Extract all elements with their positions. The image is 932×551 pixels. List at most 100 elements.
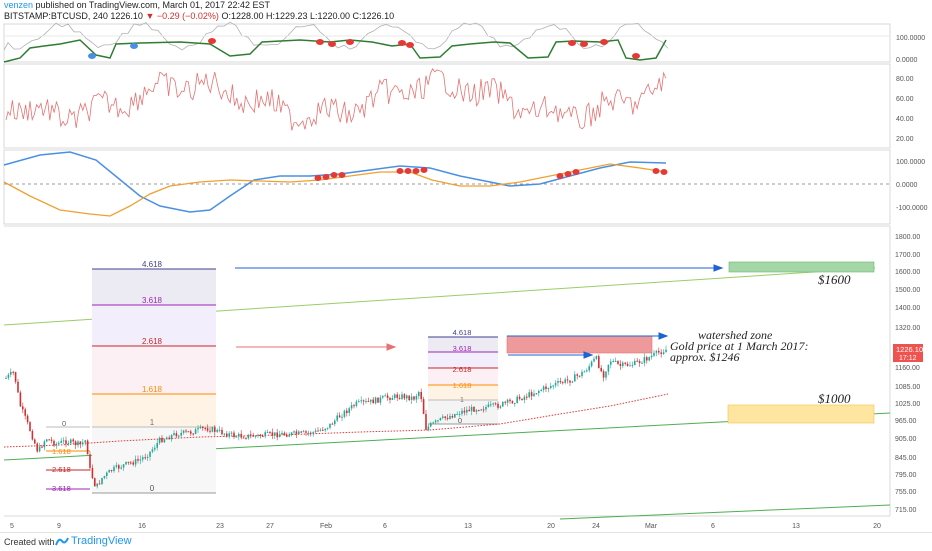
price-change: −0.29 (−0.02%)	[156, 11, 219, 21]
candle-body	[223, 433, 226, 435]
candle-body	[233, 432, 235, 437]
candle-body	[658, 350, 660, 353]
candle-body	[497, 403, 499, 408]
candle-body	[353, 405, 355, 407]
fib-extension-mid[interactable]: 4.618 3.618 2.618 1.618 1 0	[428, 328, 498, 425]
candle-body	[593, 358, 595, 362]
projection-arrows	[235, 264, 724, 359]
candle-body	[10, 371, 12, 375]
candle-body	[516, 396, 518, 404]
candle-body	[425, 413, 427, 430]
author-link[interactable]: venzen	[4, 0, 34, 10]
target-zone-1000[interactable]	[727, 404, 875, 424]
candle-body	[206, 428, 209, 431]
footer-bar: Created with TradingView	[0, 532, 932, 551]
candle-body	[187, 431, 190, 433]
candle-body	[456, 413, 458, 415]
published-text: published on TradingView.com, March 01, …	[35, 0, 271, 10]
tradingview-brand-link[interactable]: TradingView	[71, 535, 132, 547]
price-tick-label: 1160.00	[895, 365, 920, 372]
candle-body	[634, 360, 636, 365]
price-tick-label: 1400.00	[895, 305, 920, 312]
price-tick-label: 1025.00	[895, 401, 920, 408]
candle-body	[521, 398, 523, 401]
candle-body	[262, 436, 264, 438]
candle-body	[492, 403, 494, 405]
osc3-blue-line	[3, 151, 667, 213]
candle-body	[374, 397, 377, 404]
candle-body	[564, 379, 566, 383]
osc1-dot	[600, 39, 608, 45]
candle-body	[499, 406, 502, 408]
osc1-dot	[208, 38, 216, 44]
fib-extension-small[interactable]: 0 1.618 2.618 3.618	[46, 419, 90, 493]
label-1000: $1000	[818, 391, 851, 406]
candle-body	[67, 443, 70, 445]
price-tick-label: 1085.00	[895, 384, 920, 391]
candle-body	[134, 459, 137, 465]
price-axis[interactable]: 1800.00 1700.00 1600.00 1500.00 1400.00 1320.…	[895, 234, 920, 514]
candle-body	[190, 431, 192, 434]
candle-body	[230, 432, 233, 434]
candle-body	[305, 431, 307, 433]
candle-body	[641, 362, 643, 364]
candle-body	[271, 432, 274, 436]
osc1-dot	[398, 40, 406, 46]
candle-body	[439, 417, 442, 421]
candle-body	[358, 401, 360, 403]
candle-body	[218, 429, 221, 431]
candle-body	[394, 394, 396, 398]
osc3-dot	[396, 168, 404, 174]
osc3-tick-label: -100.0000	[896, 205, 928, 212]
candle-body	[588, 366, 590, 371]
candle-body	[401, 394, 403, 399]
candle-body	[240, 433, 242, 438]
candle-body	[607, 364, 610, 372]
candle-body	[386, 395, 389, 398]
watershed-zone[interactable]	[506, 335, 653, 354]
candle-body	[46, 439, 48, 442]
time-tick-label: 24	[592, 523, 600, 530]
candle-body	[506, 399, 509, 403]
candle-body	[403, 394, 406, 399]
osc2-line	[5, 68, 667, 131]
candle-body	[259, 434, 262, 437]
fib-small-level-1618: 1.618	[52, 447, 71, 456]
candle-body	[84, 440, 86, 443]
candle-body	[202, 426, 204, 428]
price-tick-label: 1800.00	[895, 234, 920, 241]
fib-mid-level-0: 0	[458, 416, 462, 425]
target-zone-1600[interactable]	[728, 261, 875, 273]
candle-body	[199, 426, 202, 429]
candle-body	[14, 372, 17, 382]
candle-body	[269, 432, 271, 434]
candle-body	[163, 439, 166, 443]
candle-body	[384, 395, 386, 397]
candle-body	[89, 454, 91, 468]
candle-body	[48, 439, 50, 441]
candle-body	[74, 441, 77, 446]
osc3-dot	[564, 171, 572, 177]
time-axis[interactable]: 5 9 16 23 27 Feb 6 13 20 24 Mar 6 13 20	[10, 523, 881, 530]
watershed-title: watershed zone	[698, 328, 773, 342]
candle-body	[144, 457, 146, 459]
candle-body	[103, 476, 106, 478]
candle-body	[298, 431, 300, 435]
osc3-dot	[572, 169, 580, 175]
candle-body	[338, 415, 341, 418]
time-tick-label: 6	[711, 523, 715, 530]
candle-body	[130, 462, 132, 464]
candle-body	[631, 364, 634, 366]
candle-body	[569, 380, 571, 383]
candle-body	[22, 406, 24, 410]
candle-body	[458, 413, 461, 415]
candle-body	[214, 427, 216, 432]
candle-body	[571, 381, 574, 383]
candle-body	[485, 406, 487, 410]
candle-body	[43, 441, 46, 448]
fib-extension-left[interactable]: 4.618 3.618 2.618 1.618 1 0	[92, 260, 216, 494]
candle-body	[372, 399, 374, 404]
osc1-dot	[568, 40, 576, 46]
candle-body	[101, 477, 103, 484]
